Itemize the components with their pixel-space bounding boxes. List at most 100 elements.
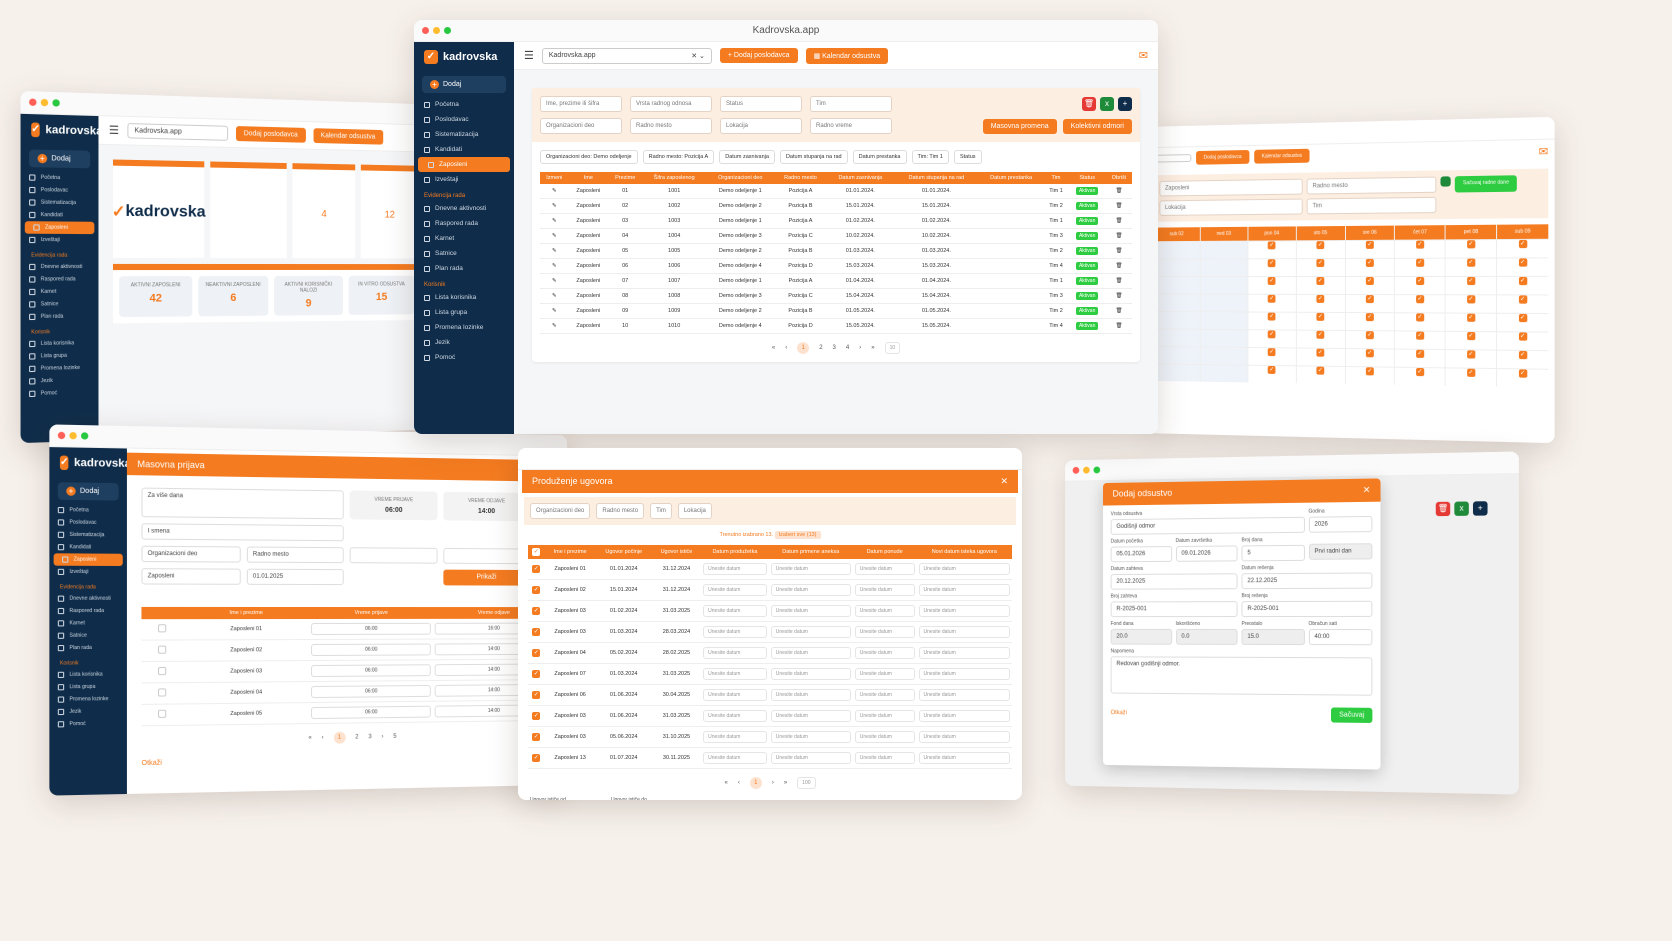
checkbox[interactable]: ✓ (1416, 313, 1424, 321)
schedule-cell[interactable]: ✓ (1446, 277, 1496, 294)
sidebar-item[interactable]: Raspored rada (21, 273, 99, 286)
sidebar-item[interactable]: Početna (21, 171, 99, 185)
sidebar-item[interactable]: Karnet (21, 285, 99, 298)
schedule-cell[interactable]: ✓ (1395, 350, 1445, 368)
sidebar-item[interactable]: Pomoć (414, 350, 514, 365)
shift-select[interactable]: I smena (141, 523, 343, 541)
date-input[interactable]: Unesite datum (771, 731, 851, 743)
checkbox[interactable]: ✓ (1316, 349, 1324, 357)
select-all-checkbox[interactable] (141, 607, 183, 619)
position-filter[interactable]: Radno mesto (1307, 177, 1437, 195)
checkbox[interactable]: ✓ (1467, 314, 1475, 322)
end-date-input[interactable]: 09.01.2026 (1176, 545, 1238, 561)
sidebar-item[interactable]: Zaposleni (25, 221, 95, 234)
column-header[interactable]: Ime (569, 172, 608, 184)
schedule-cell[interactable]: ✓ (1446, 314, 1496, 332)
sidebar-item[interactable]: Plan rada (49, 642, 127, 655)
checkbox[interactable]: ✓ (1268, 241, 1276, 249)
date-input[interactable]: Unesite datum (703, 668, 767, 680)
page-link[interactable]: » (871, 345, 874, 351)
company-select[interactable]: Kadrovska.app ✕ ⌄ (542, 48, 712, 64)
absence-type-select[interactable]: Godišnji odmor (1111, 517, 1305, 535)
schedule-cell[interactable] (1154, 277, 1200, 294)
schedule-cell[interactable] (1201, 295, 1248, 312)
schedule-cell[interactable]: ✓ (1497, 351, 1548, 369)
excel-icon[interactable] (1440, 176, 1450, 186)
date-input[interactable]: Unesite datum (919, 731, 1010, 743)
checkbox[interactable]: ✓ (1518, 295, 1526, 303)
date-input[interactable]: Unesite datum (919, 605, 1010, 617)
checkbox[interactable]: ✓ (1268, 313, 1276, 321)
date-input[interactable]: Unesite datum (855, 605, 915, 617)
date-input[interactable]: Unesite datum (855, 563, 915, 575)
calendar-button[interactable]: Kalendar odsustva (313, 128, 383, 144)
checkbox[interactable]: ✓ (1316, 295, 1324, 303)
schedule-cell[interactable]: ✓ (1345, 241, 1394, 258)
date-input[interactable]: Unesite datum (771, 626, 851, 638)
schedule-cell[interactable]: ✓ (1395, 331, 1445, 349)
sidebar-item[interactable]: Kandidati (414, 142, 514, 157)
checkbox[interactable]: ✓ (1416, 277, 1424, 285)
sidebar-item[interactable]: Početna (414, 97, 514, 112)
checkbox[interactable]: ✓ (1518, 258, 1526, 266)
checkbox[interactable]: ✓ (1467, 259, 1475, 267)
schedule-cell[interactable] (1201, 242, 1248, 259)
page-link[interactable]: 2 (819, 345, 822, 351)
filter-chip[interactable]: Datum stupanja na rad (780, 150, 848, 164)
sidebar-item[interactable]: Izveštaji (49, 566, 127, 579)
decision-date-input[interactable]: 22.12.2025 (1241, 572, 1372, 589)
column-header[interactable]: Prezime (608, 172, 642, 184)
schedule-cell[interactable]: ✓ (1296, 348, 1344, 366)
cancel-button[interactable]: Otkaži (141, 760, 161, 767)
schedule-cell[interactable] (1154, 329, 1200, 346)
schedule-cell[interactable]: ✓ (1248, 366, 1295, 384)
date-input[interactable]: Unesite datum (771, 689, 851, 701)
checkbox[interactable]: ✓ (1416, 332, 1424, 340)
mass-change-button[interactable]: Masovna promena (983, 119, 1057, 134)
trash-icon[interactable]: 🗑 (1106, 199, 1132, 214)
filter-chip[interactable]: Datum prestanka (853, 150, 907, 164)
schedule-cell[interactable]: ✓ (1446, 332, 1496, 350)
date-input[interactable]: 01.01.2025 (247, 569, 344, 585)
checkbox[interactable]: ✓ (1366, 349, 1374, 357)
checkbox[interactable]: ✓ (1268, 348, 1276, 356)
checkbox[interactable]: ✓ (1268, 259, 1276, 267)
date-input[interactable]: Unesite datum (855, 668, 915, 680)
checkbox[interactable]: ✓ (1467, 277, 1475, 285)
row-checkbox[interactable]: ✓ (532, 565, 540, 573)
hours-input[interactable]: 40:00 (1308, 629, 1372, 645)
checkbox[interactable]: ✓ (1316, 259, 1324, 267)
add-icon[interactable]: + (1118, 97, 1132, 111)
filter-input[interactable]: Organizacioni deo (540, 118, 622, 134)
schedule-cell[interactable]: ✓ (1497, 369, 1548, 387)
time-input[interactable]: 06:00 (311, 644, 431, 656)
sidebar-item[interactable]: Pomoć (21, 386, 99, 400)
row-checkbox[interactable] (158, 710, 166, 718)
date-input[interactable]: Unesite datum (703, 731, 767, 743)
date-input[interactable]: Unesite datum (771, 563, 851, 575)
column-header[interactable]: Status (1068, 172, 1105, 184)
edit-icon[interactable]: ✎ (540, 199, 569, 214)
date-input[interactable]: Unesite datum (855, 647, 915, 659)
checkbox[interactable]: ✓ (1467, 350, 1475, 358)
column-header[interactable]: Izmeni (540, 172, 569, 184)
column-header[interactable]: Datum zasnivanja (827, 172, 895, 184)
sidebar-item[interactable]: Sistematizacija (49, 529, 127, 542)
collective-leave-button[interactable]: Kolektivni odmori (1063, 119, 1132, 134)
date-input[interactable]: Unesite datum (919, 647, 1010, 659)
add-button[interactable]: + Dodaj (422, 76, 506, 93)
note-textarea[interactable]: Redovan godišnji odmor. (1111, 656, 1373, 695)
sidebar-item[interactable]: Plan rada (414, 261, 514, 276)
schedule-cell[interactable]: ✓ (1345, 313, 1394, 330)
checkbox[interactable]: ✓ (1366, 331, 1374, 339)
request-number-input[interactable]: R-2025-001 (1111, 601, 1238, 617)
calendar-button[interactable]: Kalendar odsustva (1254, 149, 1310, 164)
date-input[interactable]: Unesite datum (855, 584, 915, 596)
edit-icon[interactable]: ✎ (540, 274, 569, 289)
checkbox[interactable]: ✓ (1416, 241, 1424, 249)
sidebar-item[interactable]: Početna (49, 504, 127, 517)
sidebar-item[interactable]: Poslodavac (414, 112, 514, 127)
schedule-cell[interactable]: ✓ (1345, 349, 1394, 367)
sidebar-item[interactable]: Lista grupa (414, 305, 514, 320)
row-checkbox[interactable] (158, 624, 166, 632)
